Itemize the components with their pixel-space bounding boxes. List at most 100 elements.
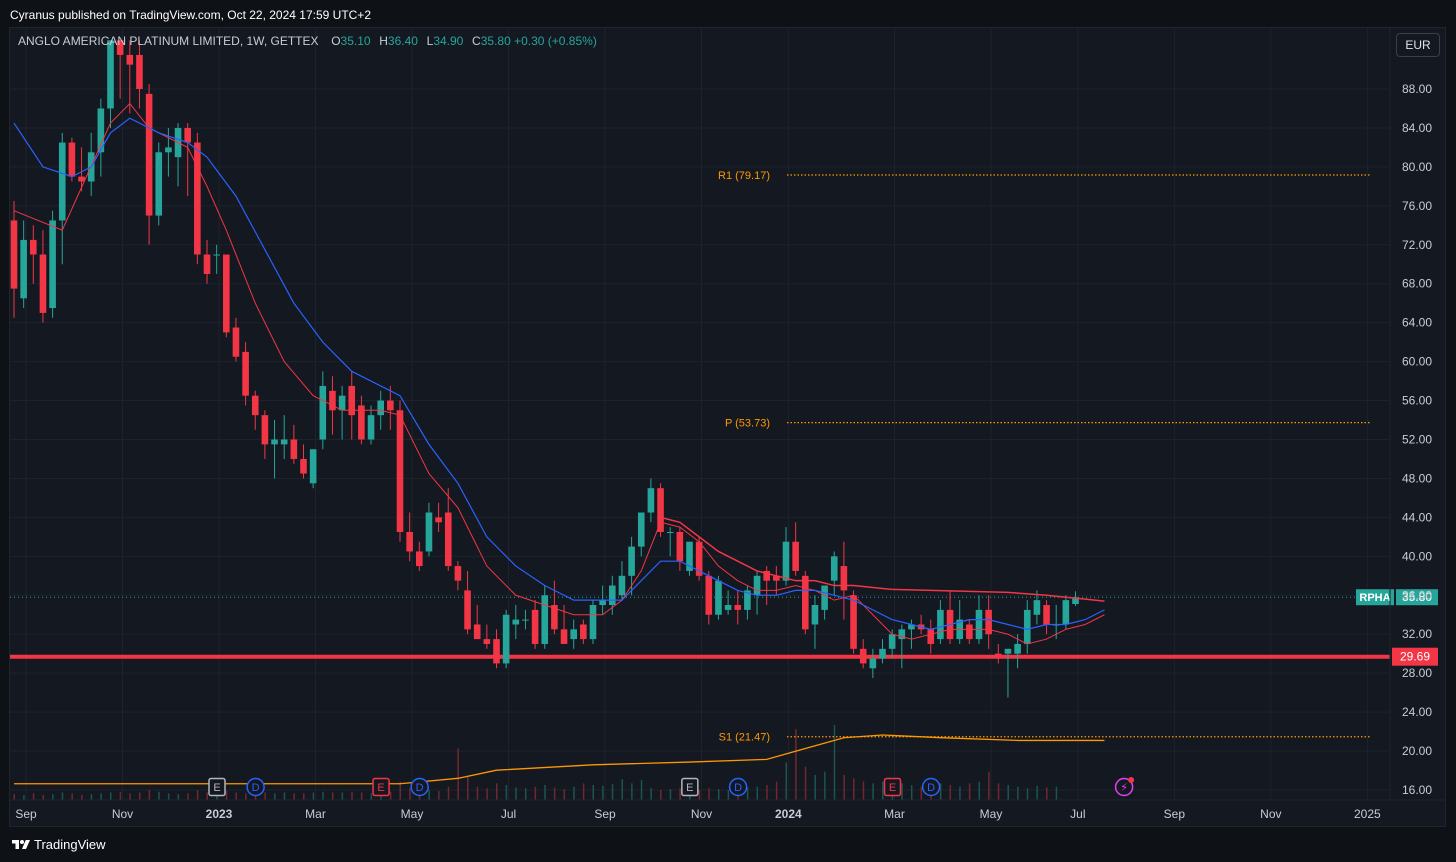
event-marker-earnings_up[interactable]: E (883, 777, 902, 797)
volume-bar (148, 790, 151, 800)
price-chart[interactable]: R1 (79.17) P (53.73) S1 (21.47) 29.69 RPHA 3… (0, 0, 1456, 828)
candle-body (560, 629, 568, 644)
earnings-letter: E (213, 782, 220, 794)
currency-button[interactable]: EUR (1396, 33, 1440, 57)
candle-body (628, 546, 635, 576)
candle-body (850, 595, 857, 649)
event-marker-dividend[interactable]: D (410, 777, 429, 797)
earnings-letter: E (377, 782, 384, 794)
symbol-tag-label: RPHA (1359, 592, 1390, 604)
tradingview-logo[interactable]: TradingView (12, 837, 106, 852)
volume-bar (457, 748, 459, 800)
candle-body (647, 488, 655, 513)
volume-bar (862, 781, 865, 800)
candle-body (830, 556, 838, 581)
symbol-legend: ANGLO AMERICAN PLATINUM LIMITED, 1W, GET… (18, 34, 597, 48)
volume-bar (100, 793, 102, 800)
candle-body (589, 605, 597, 640)
event-marker-dividend[interactable]: D (921, 777, 941, 797)
candle-body (618, 575, 626, 596)
candle-body (715, 580, 722, 615)
candle-body (396, 410, 404, 532)
time-tick-label: Nov (112, 807, 133, 821)
ema-long-red-line (660, 516, 1105, 602)
candle-body (223, 254, 230, 333)
volume-bar (573, 786, 575, 800)
volume-bar (389, 791, 392, 800)
time-tick-label: Mar (884, 807, 905, 821)
candle-body (975, 609, 983, 640)
volume-bar (331, 792, 334, 800)
price-tick-label: 44.00 (1402, 510, 1432, 524)
dividend-letter: D (416, 782, 424, 794)
candle-body (145, 93, 153, 216)
event-marker-earnings_past[interactable]: E (681, 777, 699, 797)
time-tick-label: Jul (1070, 807, 1085, 821)
candle-body (522, 619, 529, 621)
price-tick-label: 40.00 (1402, 549, 1432, 563)
candle-body (811, 605, 819, 625)
candle-body (1014, 643, 1021, 654)
candle-body (782, 541, 790, 581)
price-tick-label: 76.00 (1402, 199, 1432, 213)
event-marker-dividend[interactable]: D (728, 777, 748, 797)
volume-bar (13, 794, 15, 800)
volume-bar (52, 794, 54, 800)
candle-body (58, 142, 66, 221)
candle-body (416, 551, 423, 567)
candle-body (570, 629, 577, 640)
earnings-icon (372, 777, 390, 797)
event-marker-dividend[interactable]: D (246, 777, 265, 797)
candle-body (609, 585, 616, 606)
event-marker-flash[interactable]: ⚡ (1114, 777, 1135, 797)
volume-bar (467, 776, 469, 800)
volume-bar (949, 785, 952, 800)
volume-bar (524, 788, 527, 800)
notification-dot (1128, 777, 1135, 783)
volume-bar (235, 792, 237, 800)
candle-body (126, 54, 134, 65)
volume-bar (158, 791, 160, 800)
volume-bar (486, 788, 488, 800)
volume-bar (293, 793, 295, 800)
price-tick-label: 88.00 (1402, 82, 1432, 96)
volume-bar (650, 788, 652, 800)
volume-bar (882, 781, 884, 800)
volume-bar (1046, 787, 1048, 800)
time-tick-label: Jul (501, 807, 516, 821)
volume-bar (505, 785, 508, 800)
candle-body (734, 605, 742, 610)
candle-body (1043, 605, 1050, 625)
volume-bar (187, 793, 189, 800)
pivot-level-label: R1 (79.17) (718, 170, 770, 182)
dividend-letter: D (252, 782, 260, 794)
candle-body (242, 351, 249, 396)
time-tick-label: Sep (1164, 807, 1186, 821)
volume-bar (679, 788, 681, 800)
volume-bar (582, 783, 585, 800)
candle-body (68, 142, 76, 177)
volume-bar (534, 786, 537, 800)
event-marker-earnings_past[interactable]: E (208, 777, 226, 797)
volume-bar (814, 775, 816, 800)
volume-bar (351, 791, 353, 800)
volume-bar (177, 794, 180, 800)
event-marker-earnings_up[interactable]: E (372, 777, 390, 797)
volume-bar (708, 788, 710, 800)
volume-bar (640, 780, 643, 800)
volume-bar (274, 793, 276, 800)
footer: TradingView (0, 828, 1456, 862)
earnings-icon (681, 777, 699, 797)
chart-frame[interactable] (9, 27, 1446, 827)
high-label: H (379, 34, 388, 48)
publish-header: Cyranus published on TradingView.com, Oc… (0, 0, 1456, 27)
volume-bar (90, 794, 93, 800)
price-tick-label: 16.00 (1402, 783, 1432, 797)
candle-body (136, 54, 143, 89)
volume-bar (611, 784, 614, 800)
volume-bar (669, 789, 672, 800)
time-tick-label: May (401, 807, 424, 821)
symbol-tag (1356, 589, 1394, 606)
time-tick-label: Sep (594, 807, 616, 821)
time-tick-label: 2023 (206, 807, 233, 821)
